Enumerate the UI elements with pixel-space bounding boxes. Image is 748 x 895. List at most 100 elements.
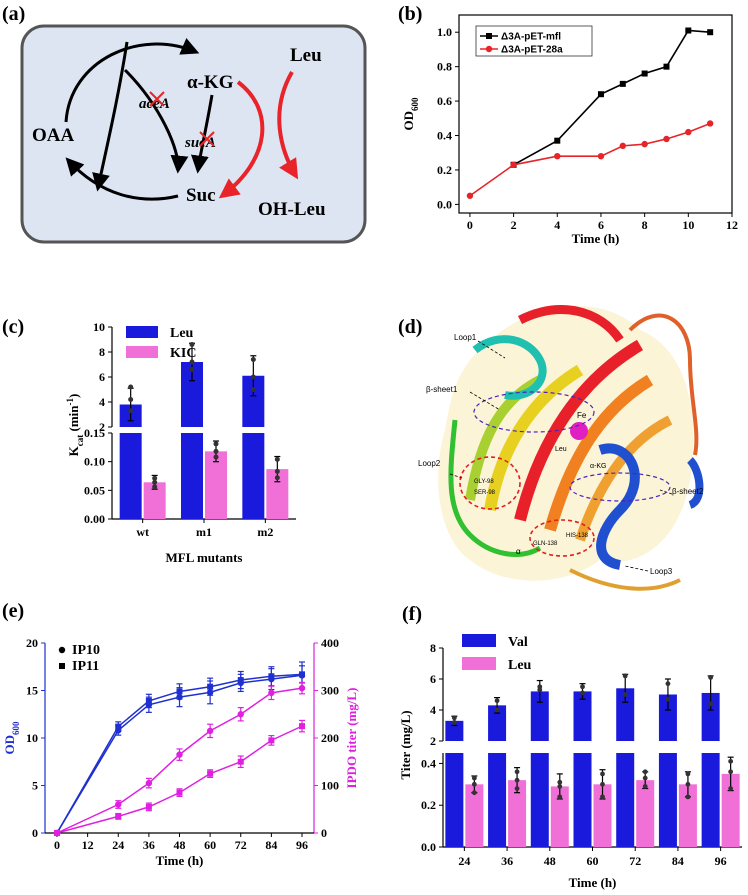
chart-b-point [597,152,605,160]
chart-f-dot-leu [642,784,648,789]
chart-e-point [298,684,306,692]
ribbon-green-loop [448,419,542,557]
chart-e-point [207,770,214,777]
chart-b-legend-label: Δ3A-pET-mfl [501,32,561,43]
chart-b-point [663,63,670,70]
chart-f-dot-leu [471,790,477,796]
chart-f-dot-val [494,698,500,704]
chart-f-bar-val-lower [573,753,592,847]
chart-f-ytick-label: 8 [430,641,436,655]
chart-b-xtick-label: 6 [598,218,604,232]
chart-c-bar-kic [205,451,227,519]
chart-b-point [510,161,517,168]
chart-e-legend-marker [59,663,65,669]
chart-f-ytick-label: 0.4 [421,756,436,770]
chart-f-bar-leu [465,784,484,847]
ribbon-red-sheet [514,339,644,522]
chart-f-bar-val-lower [530,753,549,847]
chart-b-point [707,29,714,36]
loop2-leader [449,473,463,479]
chart-f-legend-swatch [462,657,496,670]
chart-c-legend-swatch [126,346,158,358]
chart-c-dot-leu [250,387,256,392]
chart-c-ylabel-part-2: (min [66,405,81,435]
chart-b-xtick-label: 2 [511,218,517,232]
chart-e-ylabel-right: IPDO titer (mg/L) [344,688,359,789]
chart-e-ytick-right-label: 100 [321,779,339,793]
arrow-suc-to-oaa [65,157,179,201]
chart-e-ylabel-left-part-0: OD [2,735,17,755]
ribbon-loop3 [569,568,681,591]
chart-c-bar-leu-lower [181,433,203,519]
ser98-label: SER-98 [474,490,496,496]
chart-c-bar-leu-upper [181,362,203,427]
chart-c-ytick-label: 0.00 [84,512,105,526]
chart-c-dot-kic [152,484,158,490]
chart-f-bar-leu [721,773,740,847]
chart-f-dot-leu [557,794,563,800]
leu-ligand-label: Leu [555,446,567,453]
chart-c-dot-kic [274,468,280,474]
loop1-label: Loop1 [454,333,477,342]
chart-e-point [176,751,183,758]
chart-c-xlabel: MFL mutants [166,550,243,565]
panel-label-e: (e) [2,600,24,622]
chart-e-ytick-right-label: 400 [321,636,339,650]
chart-e-point [115,801,122,808]
ribbon-red-top [517,305,624,343]
chart-c-dot-kic [213,454,219,460]
chart-e-point [237,677,244,684]
chart-c-ylabel-part-0: K [66,445,81,456]
chart-e-series-line-1 [56,673,303,834]
chart-b-point [685,128,692,136]
chart-b-xtick-label: 10 [682,218,694,232]
chart-e-point [299,671,305,678]
chart-e-point [145,779,153,787]
protein-structure: Loop1 β-sheet1 Loop2 β-sheet2 Loop3 Fe L… [418,305,704,591]
oaa-label: OAA [32,125,75,146]
chart-f-dot-leu [471,775,477,781]
chart-e: 0 12 24 36 48 60 72 84 96051015200100200300400Ti… [2,636,359,868]
ribbon-lime-sheet [465,375,543,501]
chart-b-point [685,27,692,34]
beta2-leader [659,489,673,495]
beta1-leader [469,391,501,411]
chart-f-dot-leu [685,771,691,777]
chart-f-bar-val-lower [658,753,677,847]
chart-b-xtick-label: 0 [467,218,473,232]
chart-e-ytick-right-label: 0 [321,826,327,840]
chart-e-xtick-label: 12 [82,838,94,852]
chart-b-point [641,140,648,148]
chart-e-point [206,727,214,735]
chart-f-legend-swatch [462,634,496,647]
protein-hull [438,306,694,581]
chart-b-point [554,152,561,160]
ribbon-orange-sheet [544,374,654,532]
chart-f-xtick-label: 48 [544,854,556,868]
chart-b-xtick-label: 4 [554,218,560,232]
chart-c-ytick-label: 6 [99,370,105,384]
chart-b-frame [458,14,733,214]
chart-e-point [207,683,214,690]
chart-e-xtick-label: 72 [235,838,247,852]
chart-c: 2 4 6 8 10 0.00 0.05 0.10 0.15 wt m1 m2 MFL mutants K… [65,320,296,565]
chart-b-legend-marker [485,45,493,53]
fe-metal-sphere [570,422,588,440]
loop1-leader [477,340,506,359]
fe-label: Fe [577,411,587,420]
chart-f-dot-val [580,684,585,690]
chart-c-bar-kic [266,469,289,519]
ribbon-loop-right [628,313,699,456]
beta-sheet2-label: β-sheet2 [672,487,704,496]
chart-f-dot-leu [514,777,520,783]
chart-e-point [176,688,183,695]
chart-b-point [554,137,561,144]
chart-e-xlabel: Time (h) [156,853,204,868]
akg-ligand-label: α-KG [590,463,607,470]
chart-c-dot-kic [213,448,219,454]
chart-c-xtick-label: m2 [257,525,273,539]
chart-c-bar-leu-lower [119,433,142,519]
chart-b-legend-box [475,25,593,57]
chart-c-ytick-label: 4 [99,395,105,409]
chart-e-point [145,697,152,704]
